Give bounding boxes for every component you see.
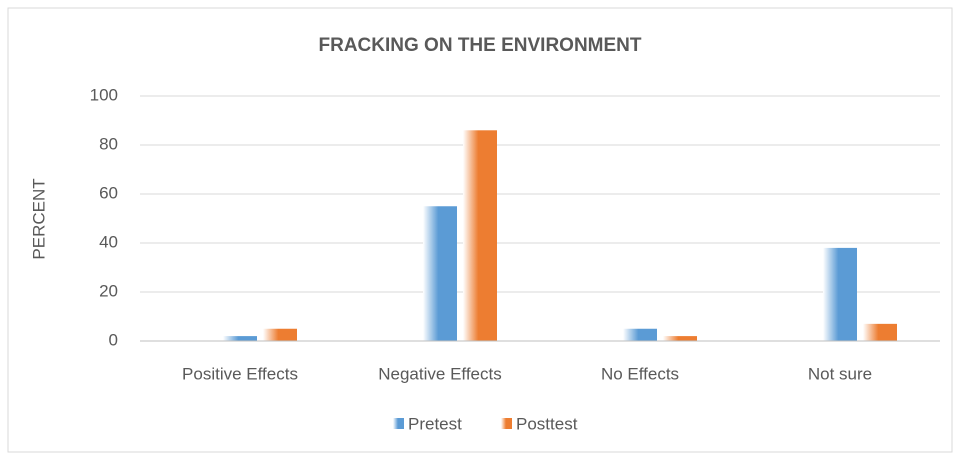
y-tick-label: 0 <box>109 330 118 349</box>
x-tick-label: Positive Effects <box>182 364 298 383</box>
x-tick-label: No Effects <box>601 364 679 383</box>
bar <box>463 130 497 341</box>
legend-label: Posttest <box>516 414 578 433</box>
bar <box>663 336 697 341</box>
bar <box>623 328 657 341</box>
y-tick-label: 100 <box>90 85 118 104</box>
legend-label: Pretest <box>408 414 462 433</box>
bar <box>863 323 897 341</box>
y-axis-label: PERCENT <box>29 178 48 259</box>
chart-title: FRACKING ON THE ENVIRONMENT <box>319 35 642 56</box>
y-tick-label: 40 <box>99 232 118 251</box>
legend-swatch <box>393 418 404 429</box>
x-tick-label: Negative Effects <box>378 364 501 383</box>
bar <box>423 206 457 341</box>
y-tick-label: 80 <box>99 134 118 153</box>
x-tick-label: Not sure <box>808 364 872 383</box>
y-tick-label: 60 <box>99 183 118 202</box>
bar <box>263 328 297 341</box>
legend-swatch <box>501 418 512 429</box>
bar <box>223 336 257 341</box>
y-tick-label: 20 <box>99 281 118 300</box>
bar <box>823 247 857 341</box>
